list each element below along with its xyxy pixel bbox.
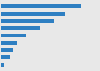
Bar: [1, 41, 17, 45]
Bar: [1, 26, 40, 30]
Bar: [1, 4, 81, 8]
Bar: [1, 63, 4, 67]
Bar: [1, 12, 65, 16]
Bar: [1, 48, 13, 52]
Bar: [1, 34, 26, 37]
Bar: [1, 19, 54, 23]
Bar: [1, 55, 10, 59]
